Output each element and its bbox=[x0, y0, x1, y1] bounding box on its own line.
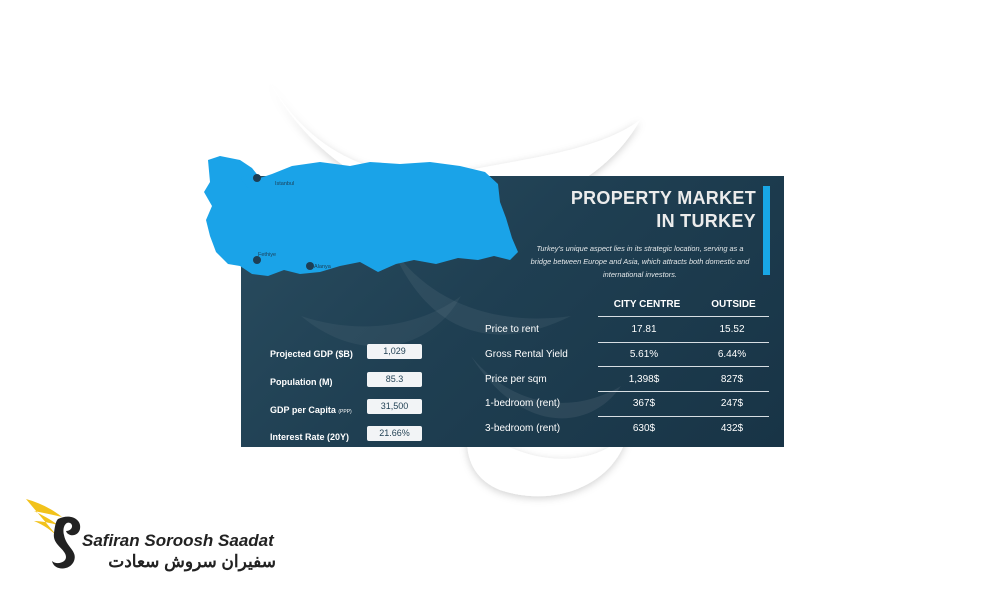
outside-value: 15.52 bbox=[719, 324, 745, 335]
outside-value: 6.44% bbox=[717, 349, 747, 360]
city-label: Alanya bbox=[314, 264, 332, 270]
panel-swirl-decoration bbox=[301, 246, 621, 419]
indicator-value: 21.66% bbox=[367, 426, 422, 441]
brand-name-english: Safiran Soroosh Saadat bbox=[82, 531, 274, 550]
city-centre-value: 1,398$ bbox=[628, 374, 660, 385]
column-header-city-centre: CITY CENTRE bbox=[613, 299, 681, 310]
outside-value: 827$ bbox=[720, 374, 744, 385]
row-label: Price to rent bbox=[485, 324, 539, 335]
table-divider bbox=[598, 416, 769, 417]
brand-name-persian: سفیران سروش سعادت bbox=[108, 552, 276, 571]
istanbul-marker bbox=[253, 174, 261, 182]
alanya-marker bbox=[306, 262, 314, 270]
outside-value: 247$ bbox=[720, 398, 744, 409]
table-divider bbox=[598, 342, 769, 343]
table-divider bbox=[598, 316, 769, 317]
indicator-label: Projected GDP ($B) bbox=[270, 349, 353, 359]
city-label: Fethiye bbox=[258, 252, 276, 258]
row-label: 3-bedroom (rent) bbox=[485, 423, 561, 434]
title-accent-bar bbox=[763, 186, 770, 275]
city-centre-value: 5.61% bbox=[629, 349, 659, 360]
table-divider bbox=[598, 366, 769, 367]
indicator-label: Interest Rate (20Y) bbox=[270, 432, 350, 442]
info-panel bbox=[241, 176, 784, 447]
indicator-label: GDP per Capita (PPP) bbox=[270, 405, 352, 415]
fethiye-marker bbox=[253, 256, 261, 264]
row-label: 1-bedroom (rent) bbox=[485, 398, 561, 409]
indicator-label: Population (M) bbox=[270, 377, 333, 387]
title-line: IN TURKEY bbox=[656, 211, 756, 231]
indicator-value: 31,500 bbox=[367, 399, 422, 414]
bird-logo-icon bbox=[26, 499, 81, 569]
page-title: PROPERTY MARKET IN TURKEY bbox=[556, 187, 756, 233]
indicator-value: 1,029 bbox=[367, 344, 422, 359]
city-centre-value: 367$ bbox=[632, 398, 656, 409]
row-label: Gross Rental Yield bbox=[485, 349, 568, 360]
description-text: Turkey's unique aspect lies in its strat… bbox=[530, 244, 750, 279]
column-header-outside: OUTSIDE bbox=[711, 299, 756, 310]
turkey-map: Istanbul Fethiye Alanya bbox=[204, 156, 518, 276]
city-centre-value: 17.81 bbox=[631, 324, 657, 335]
row-label: Price per sqm bbox=[485, 374, 547, 385]
outside-value: 432$ bbox=[720, 423, 744, 434]
table-divider bbox=[598, 391, 769, 392]
city-centre-value: 630$ bbox=[632, 423, 656, 434]
city-label: Istanbul bbox=[275, 181, 294, 187]
title-line: PROPERTY MARKET bbox=[570, 188, 756, 208]
indicator-value: 85.3 bbox=[367, 372, 422, 387]
